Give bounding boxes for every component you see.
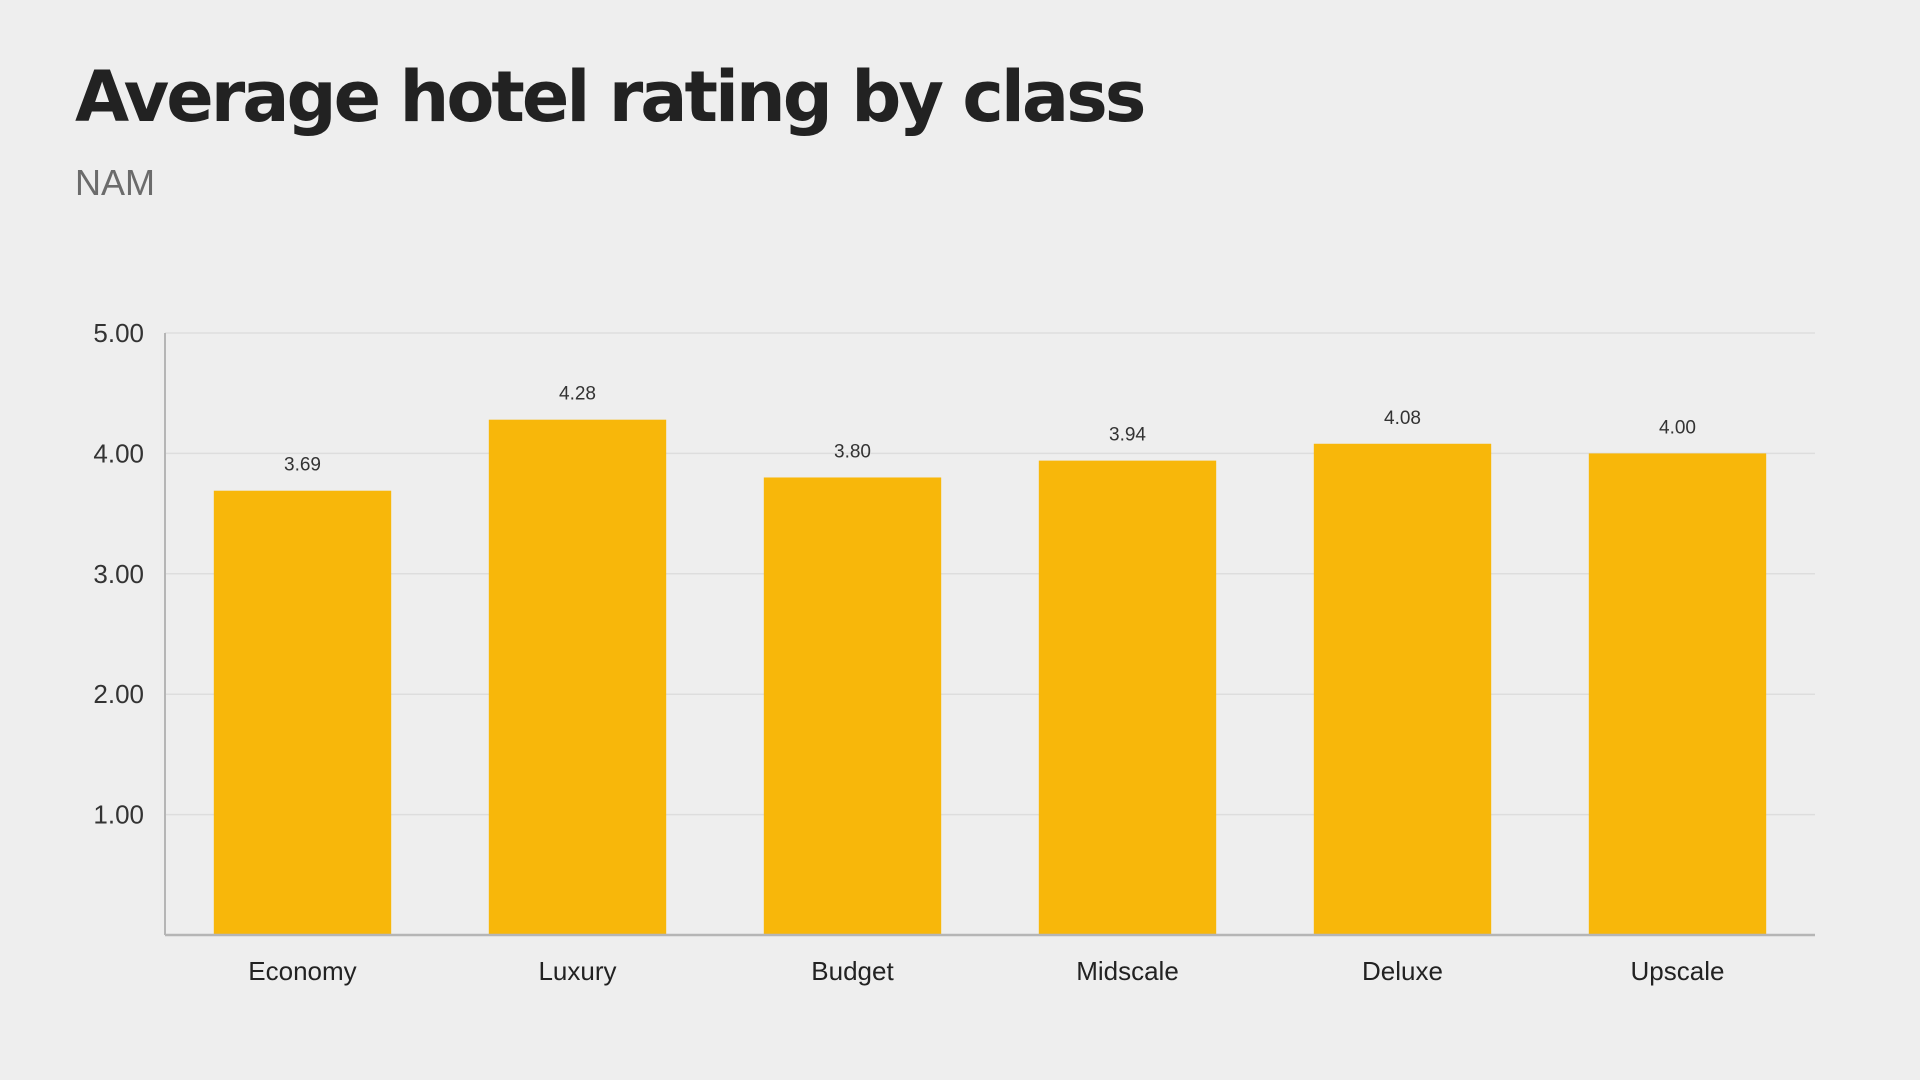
data-label: 3.69 <box>284 455 321 476</box>
y-tick-label: 3.00 <box>93 559 144 589</box>
data-labels: 3.69 4.28 3.80 3.94 4.08 4.00 <box>284 384 1696 476</box>
y-tick-label: 1.00 <box>93 800 144 830</box>
chart-subtitle: NAM <box>75 162 155 203</box>
gridlines <box>165 332 1815 816</box>
bar-economy <box>213 490 392 935</box>
bar-deluxe <box>1313 443 1492 935</box>
data-label: 3.94 <box>1109 425 1146 446</box>
bar-luxury <box>488 419 667 935</box>
bar-budget <box>763 477 942 935</box>
bar-midscale <box>1038 460 1217 935</box>
category-label: Upscale <box>1631 956 1725 986</box>
y-tick-label: 4.00 <box>93 438 144 468</box>
y-tick-label: 5.00 <box>93 318 144 348</box>
bar-upscale <box>1588 453 1767 935</box>
category-labels: Economy Luxury Budget Midscale Deluxe Upscale <box>248 956 1724 986</box>
chart-title: Average hotel rating by class <box>75 56 1146 138</box>
data-label: 3.80 <box>834 441 871 462</box>
category-label: Deluxe <box>1362 956 1443 986</box>
category-label: Budget <box>811 956 894 986</box>
data-label: 4.28 <box>559 384 596 405</box>
data-label: 4.00 <box>1659 417 1696 438</box>
axes <box>164 333 1815 937</box>
y-tick-labels: 1.00 2.00 3.00 4.00 5.00 <box>93 318 144 830</box>
category-label: Midscale <box>1076 956 1179 986</box>
y-tick-label: 2.00 <box>93 679 144 709</box>
bars <box>213 419 1767 935</box>
data-label: 4.08 <box>1384 408 1421 429</box>
category-label: Luxury <box>538 956 616 986</box>
category-label: Economy <box>248 956 356 986</box>
